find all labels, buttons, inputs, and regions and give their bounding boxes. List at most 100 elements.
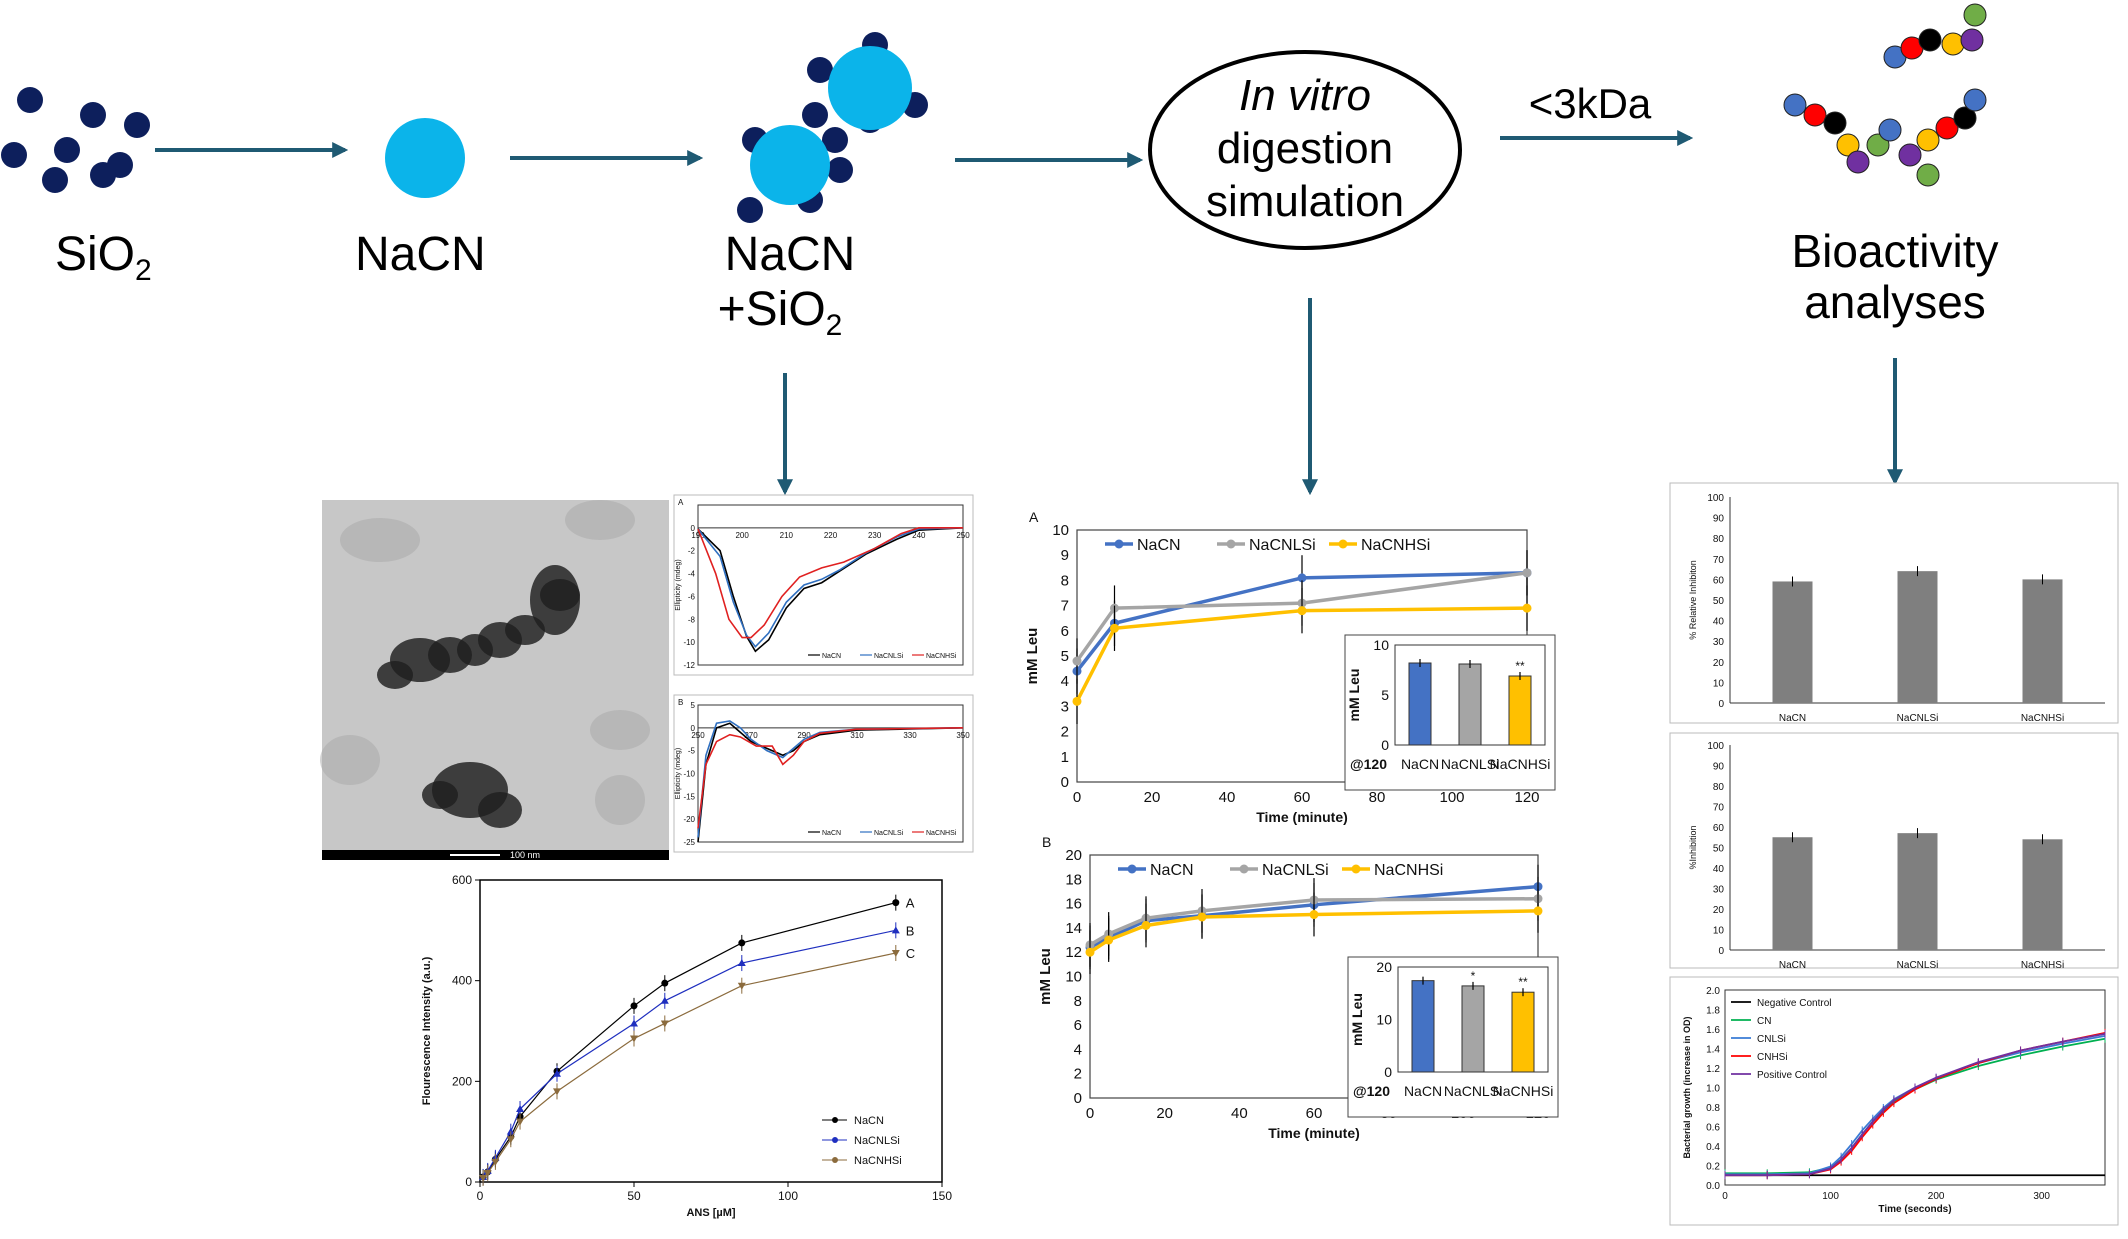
digestion-y-tick: 18 xyxy=(1065,871,1082,888)
bioactivity-line2: analyses xyxy=(1804,276,1986,328)
bact-y-tick: 0.0 xyxy=(1706,1181,1720,1192)
nacn-sio2-complex xyxy=(737,32,928,223)
digestion-point xyxy=(1533,906,1543,916)
digestion-inset-bar xyxy=(1511,991,1535,1073)
cd-curve xyxy=(697,727,964,829)
ans-point xyxy=(516,1105,525,1113)
relative-inhibition-chart: 0 10 20 30 40 50 60 70 80 90 100 % Relative Inhibit… xyxy=(1669,482,2119,724)
cd-spectrum-b: 250 270 290 310 330 350 5 0 -5 -10 -15 -20 -25 B Ellip… xyxy=(673,694,974,853)
cd-y-tick: -10 xyxy=(683,638,695,647)
digestion-x-tick: 20 xyxy=(1144,789,1161,806)
cd-y-tick: 0 xyxy=(691,524,696,533)
digestion-y-tick: 9 xyxy=(1061,547,1069,564)
bar-category-label: NaCN xyxy=(1779,713,1806,724)
digestion-x-tick: 60 xyxy=(1306,1105,1323,1122)
tem-aggregate xyxy=(478,792,522,828)
peptide-bead xyxy=(1866,133,1890,157)
cd-y-tick: -4 xyxy=(688,570,696,579)
bar-category-label: NaCNLSi xyxy=(1897,713,1939,724)
bar xyxy=(2022,579,2063,703)
digestion-inset-bar xyxy=(1411,980,1435,1073)
digestion-inset-x-label: @120 xyxy=(1353,1083,1390,1099)
digestion-y-tick: 4 xyxy=(1074,1041,1082,1058)
digestion-inset-y-tick: 5 xyxy=(1381,687,1389,703)
sio2-label: SiO2 xyxy=(55,228,152,287)
nacn-label: NaCN xyxy=(355,228,486,281)
ans-x-label: ANS [µM] xyxy=(686,1207,735,1219)
peptide-bead xyxy=(1963,3,1987,27)
tem-background-cluster xyxy=(595,775,645,825)
bact-series-line xyxy=(1725,1034,2106,1176)
peptide-bead xyxy=(1783,93,1807,117)
digestion-y-tick: 6 xyxy=(1074,1017,1082,1034)
bact-legend-label: Positive Control xyxy=(1757,1070,1827,1081)
cd-x-tick: 220 xyxy=(824,531,838,540)
bact-legend-label: CNHSi xyxy=(1757,1052,1788,1063)
digestion-ellipse xyxy=(1148,50,1462,250)
cd-legend-label: NaCN xyxy=(822,653,841,660)
ans-point xyxy=(483,1169,492,1177)
digestion-y-tick: 5 xyxy=(1061,648,1069,665)
bact-y-tick: 1.0 xyxy=(1706,1084,1720,1095)
silica-particle xyxy=(17,87,43,113)
digestion-y-tick: 7 xyxy=(1061,598,1069,615)
digestion-y-tick: 3 xyxy=(1061,698,1069,715)
digestion-x-tick: 40 xyxy=(1219,789,1236,806)
digestion-y-tick: 0 xyxy=(1061,774,1069,791)
digestion-y-tick: 8 xyxy=(1074,993,1082,1010)
peptide-bead xyxy=(1916,128,1940,152)
digestion-legend-marker xyxy=(1338,539,1348,549)
digestion-legend-label: NaCNLSi xyxy=(1262,862,1329,879)
bar-y-tick: 30 xyxy=(1713,885,1725,896)
silica-particle xyxy=(54,137,80,163)
digestion-legend-label: NaCNHSi xyxy=(1374,862,1443,879)
digestion-y-tick: 14 xyxy=(1065,920,1082,937)
digestion-panel-label: B xyxy=(1042,834,1051,850)
ans-fit-curve xyxy=(482,952,896,1179)
cd-plot-area xyxy=(697,704,964,843)
cd-legend-label: NaCNLSi xyxy=(874,830,904,837)
bar xyxy=(1897,571,1938,703)
peptide-bead xyxy=(1878,118,1902,142)
ans-point xyxy=(892,899,900,907)
digestion-point xyxy=(1104,935,1114,945)
cd-panel-label: A xyxy=(678,498,684,507)
silica-particle xyxy=(80,102,106,128)
bact-x-tick: 300 xyxy=(2033,1191,2050,1202)
digestion-y-tick: 16 xyxy=(1065,896,1082,913)
bact-y-tick: 0.2 xyxy=(1706,1162,1720,1173)
cd-x-tick: 250 xyxy=(691,731,705,740)
digestion-line1: In vitro xyxy=(1239,71,1371,120)
digestion-inset-category: NaCN xyxy=(1404,1083,1442,1099)
digestion-x-tick: 20 xyxy=(1156,1105,1173,1122)
cd-x-tick: 310 xyxy=(850,731,864,740)
ans-legend-label: NaCNLSi xyxy=(854,1135,900,1147)
digestion-legend-marker xyxy=(1127,864,1137,874)
cd-y-tick: -8 xyxy=(688,615,696,624)
cd-curve xyxy=(697,527,964,653)
cd-curve xyxy=(697,527,963,639)
bact-y-tick: 0.8 xyxy=(1706,1103,1720,1114)
cd-y-tick: 0 xyxy=(691,724,696,733)
digestion-inset-bar xyxy=(1461,985,1485,1073)
silica-particle xyxy=(822,127,848,153)
bact-y-tick: 0.6 xyxy=(1706,1123,1720,1134)
ans-x-tick: 150 xyxy=(932,1189,952,1203)
ans-y-label: Flourescence Intensity (a.u.) xyxy=(421,956,433,1105)
tem-background-cluster xyxy=(590,710,650,750)
peptide-bead xyxy=(1846,150,1870,174)
ans-point xyxy=(630,1002,638,1010)
bact-legend-label: CNLSi xyxy=(1757,1034,1786,1045)
ans-curve-label: C xyxy=(906,946,915,961)
digestion-y-tick: 1 xyxy=(1061,749,1069,766)
silica-particle xyxy=(42,167,68,193)
silica-particle xyxy=(1,142,27,168)
bar-y-tick: 100 xyxy=(1707,741,1724,752)
ans-y-tick: 0 xyxy=(465,1175,472,1189)
bar-y-tick: 60 xyxy=(1713,823,1725,834)
cd-y-tick: -20 xyxy=(683,815,695,824)
ans-point xyxy=(737,982,746,990)
digestion-inset-y-tick: 10 xyxy=(1376,1012,1392,1028)
